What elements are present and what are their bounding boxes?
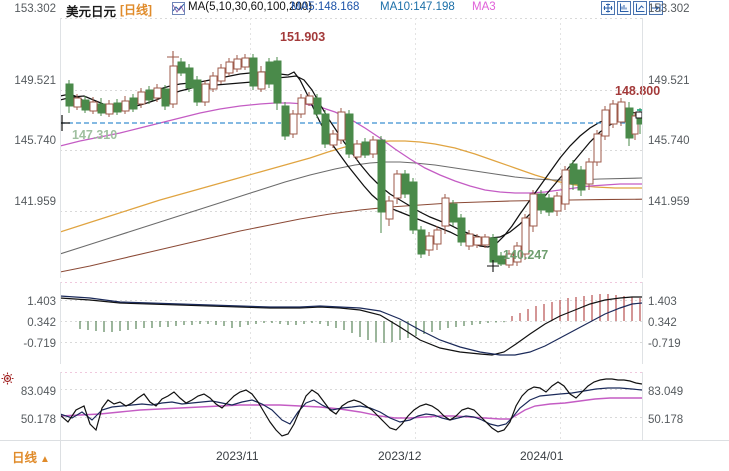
settings-sun-icon[interactable] — [1, 372, 14, 385]
rsi-panel-right-border — [642, 372, 643, 440]
bottom-bar: 日线 ▲ 2023/11 2023/12 2024/01 — [0, 440, 729, 471]
rsi-axis-right-0: 83.049 — [648, 386, 684, 398]
macd-axis-left-1: 0.342 — [27, 317, 56, 329]
chart-scale-tool-icon[interactable] — [617, 1, 631, 15]
ma-params-label: MA(5,10,30,60,100,200) — [188, 1, 313, 13]
price-axis-right-0: 153.302 — [648, 3, 690, 15]
macd-panel-right-border — [642, 282, 643, 364]
rsi-axis-left-0: 83.049 — [20, 386, 56, 398]
gridline-macd-v-3 — [560, 282, 561, 364]
ma-overlay-icon[interactable] — [172, 2, 185, 15]
price-axis-left-2: 145.740 — [14, 135, 56, 147]
annotation-last-price: 148.800 — [615, 84, 661, 98]
x-axis-tick-2: 2024/01 — [520, 449, 564, 463]
gridline-macd-top — [60, 282, 642, 283]
gridline-rsi-v-2 — [415, 372, 416, 440]
ma5-value: MA5:148.168 — [291, 1, 360, 13]
rsi-panel-left-border — [60, 372, 61, 440]
gridline-rsi-0 — [60, 389, 642, 390]
price-axis-right-3: 141.959 — [648, 196, 690, 208]
gridline-macd-1 — [60, 321, 642, 322]
rsi-axis-right-1: 50.178 — [648, 414, 684, 426]
gridline-price-1 — [60, 90, 642, 91]
rsi-chart-canvas — [60, 378, 642, 437]
candlesticks — [65, 54, 642, 268]
period-selector-arrow-icon: ▲ — [40, 454, 50, 465]
price-axis-left-3: 141.959 — [14, 196, 56, 208]
annotation-swing-low: 140.247 — [503, 248, 549, 262]
annotation-reference: 147.310 — [72, 128, 118, 142]
symbol-title: 美元日元 — [66, 5, 117, 19]
ma10-value: MA10:147.198 — [380, 1, 455, 13]
gridline-macd-2 — [60, 342, 642, 343]
chart-toolbar — [601, 1, 663, 15]
period-selector-label: 日线 — [12, 451, 38, 465]
period-label[interactable]: [日线] — [120, 3, 152, 17]
price-chart-canvas — [60, 51, 642, 273]
macd-axis-right-0: 1.403 — [648, 296, 677, 308]
gridline-v-3 — [560, 18, 561, 278]
rsi-panel[interactable] — [60, 372, 642, 440]
ma3-value: MA3 — [472, 1, 496, 13]
bottom-bar-separator — [0, 440, 729, 441]
macd-axis-right-2: -0.719 — [648, 338, 681, 350]
x-axis-tick-1: 2023/12 — [378, 449, 422, 463]
period-selector[interactable]: 日线 ▲ — [12, 447, 50, 466]
gridline-rsi-1 — [60, 417, 642, 418]
macd-axis-right-1: 0.342 — [648, 317, 677, 329]
gridline-rsi-v-1 — [250, 372, 251, 440]
gridline-macd-v-1 — [250, 282, 251, 364]
gridline-rsi-top — [60, 372, 642, 373]
macd-panel[interactable] — [60, 282, 642, 364]
chart-header: 美元日元 [日线] MA(5,10,30,60,100,200) MA5:148… — [0, 0, 729, 19]
gridline-price-0 — [60, 18, 642, 19]
x-axis-tick-0: 2023/11 — [216, 449, 259, 463]
macd-chart-canvas — [60, 294, 642, 356]
gridline-v-2 — [415, 18, 416, 278]
gridline-macd-0 — [60, 300, 642, 301]
chart-expand-tool-icon[interactable] — [633, 1, 647, 15]
bottom-bar-vertical-separator — [60, 440, 61, 471]
macd-axis-left-0: 1.403 — [27, 296, 56, 308]
price-panel-left-border — [60, 18, 61, 278]
macd-panel-left-border — [60, 282, 61, 364]
annotation-swing-high: 151.903 — [280, 30, 326, 44]
price-axis-right-2: 145.740 — [648, 135, 690, 147]
chart-shift-right-tool-icon[interactable] — [649, 1, 663, 15]
gridline-v-1 — [250, 18, 251, 278]
rsi-axis-left-1: 50.178 — [20, 414, 56, 426]
price-panel[interactable]: 151.903 147.310 140.247 148.800 — [60, 18, 660, 278]
gridline-rsi-v-3 — [560, 372, 561, 440]
crosshair-tool-icon[interactable] — [601, 1, 615, 15]
macd-axis-left-2: -0.719 — [23, 338, 56, 350]
price-axis-left-1: 149.521 — [14, 75, 56, 87]
price-axis-right-1: 149.521 — [648, 75, 690, 87]
price-panel-right-border — [642, 18, 643, 278]
price-axis-left-0: 153.302 — [14, 3, 56, 15]
